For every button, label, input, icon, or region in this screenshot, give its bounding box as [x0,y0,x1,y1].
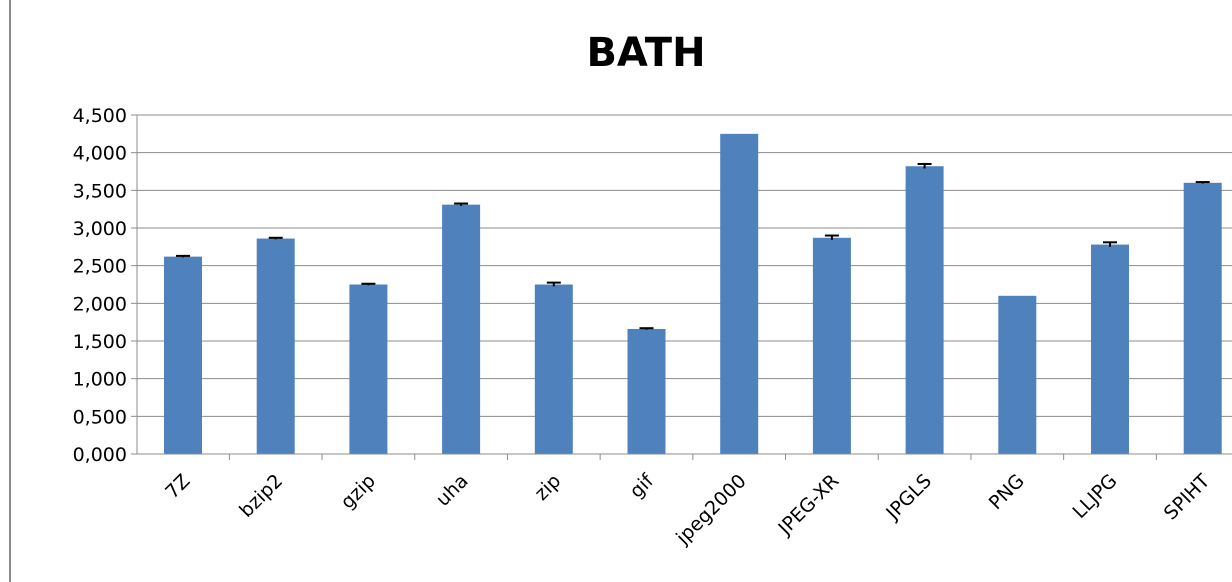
y-tick-label: 4,500 [73,105,127,127]
y-tick-label: 2,000 [73,293,127,315]
y-tick-label: 3,500 [73,180,127,202]
bar-bzip2 [256,238,295,454]
x-axis-tick-labels: 7Z bzip2 gzip uha zip gif jpeg2000 JPEG-XR JPGLS… [161,469,1214,549]
bar-png [998,295,1037,454]
x-tick-label: uha [432,470,473,511]
bar-zip [534,284,573,454]
bar-jpeg2000 [720,133,759,455]
x-tick-label: JPGLS [881,470,936,525]
left-border-line [9,0,11,582]
y-tick-label: 0,000 [73,444,127,466]
chart-title: BATH [586,30,705,76]
y-tick-label: 3,000 [73,218,127,240]
bar-spiht [1183,182,1222,455]
bar-jpgls [905,166,944,454]
x-tick-label: bzip2 [235,470,287,522]
x-tick-label: PNG [985,470,1029,514]
x-tick-label: LLJPG [1069,470,1122,523]
bar-jpeg-xr [812,237,851,454]
x-tick-label: jpeg2000 [671,470,751,550]
x-tick-label: gzip [337,470,380,513]
x-tick-label: gif [625,469,658,502]
x-tick-label: SPIHT [1160,470,1215,525]
bar-gzip [349,284,388,454]
x-tick-label: zip [530,470,565,505]
y-tick-label: 4,000 [73,143,127,165]
bars [164,133,1222,455]
y-tick-label: 1,000 [73,369,127,391]
y-tick-label: 2,500 [73,256,127,278]
bar-lljpg [1091,244,1129,454]
x-tick-label: JPEG-XR [773,470,843,540]
y-axis-tick-labels: 0,000 0,500 1,000 1,500 2,000 2,500 3,000 3,500… [73,105,127,466]
bar-gif [627,328,666,454]
error-bars [176,162,1210,330]
y-tick-label: 1,500 [73,331,127,353]
x-tick-label: 7Z [161,470,194,503]
y-tick-label: 0,500 [73,406,127,428]
gridlines [131,114,1232,460]
bar-7z [164,256,202,454]
bar-uha [442,204,481,454]
